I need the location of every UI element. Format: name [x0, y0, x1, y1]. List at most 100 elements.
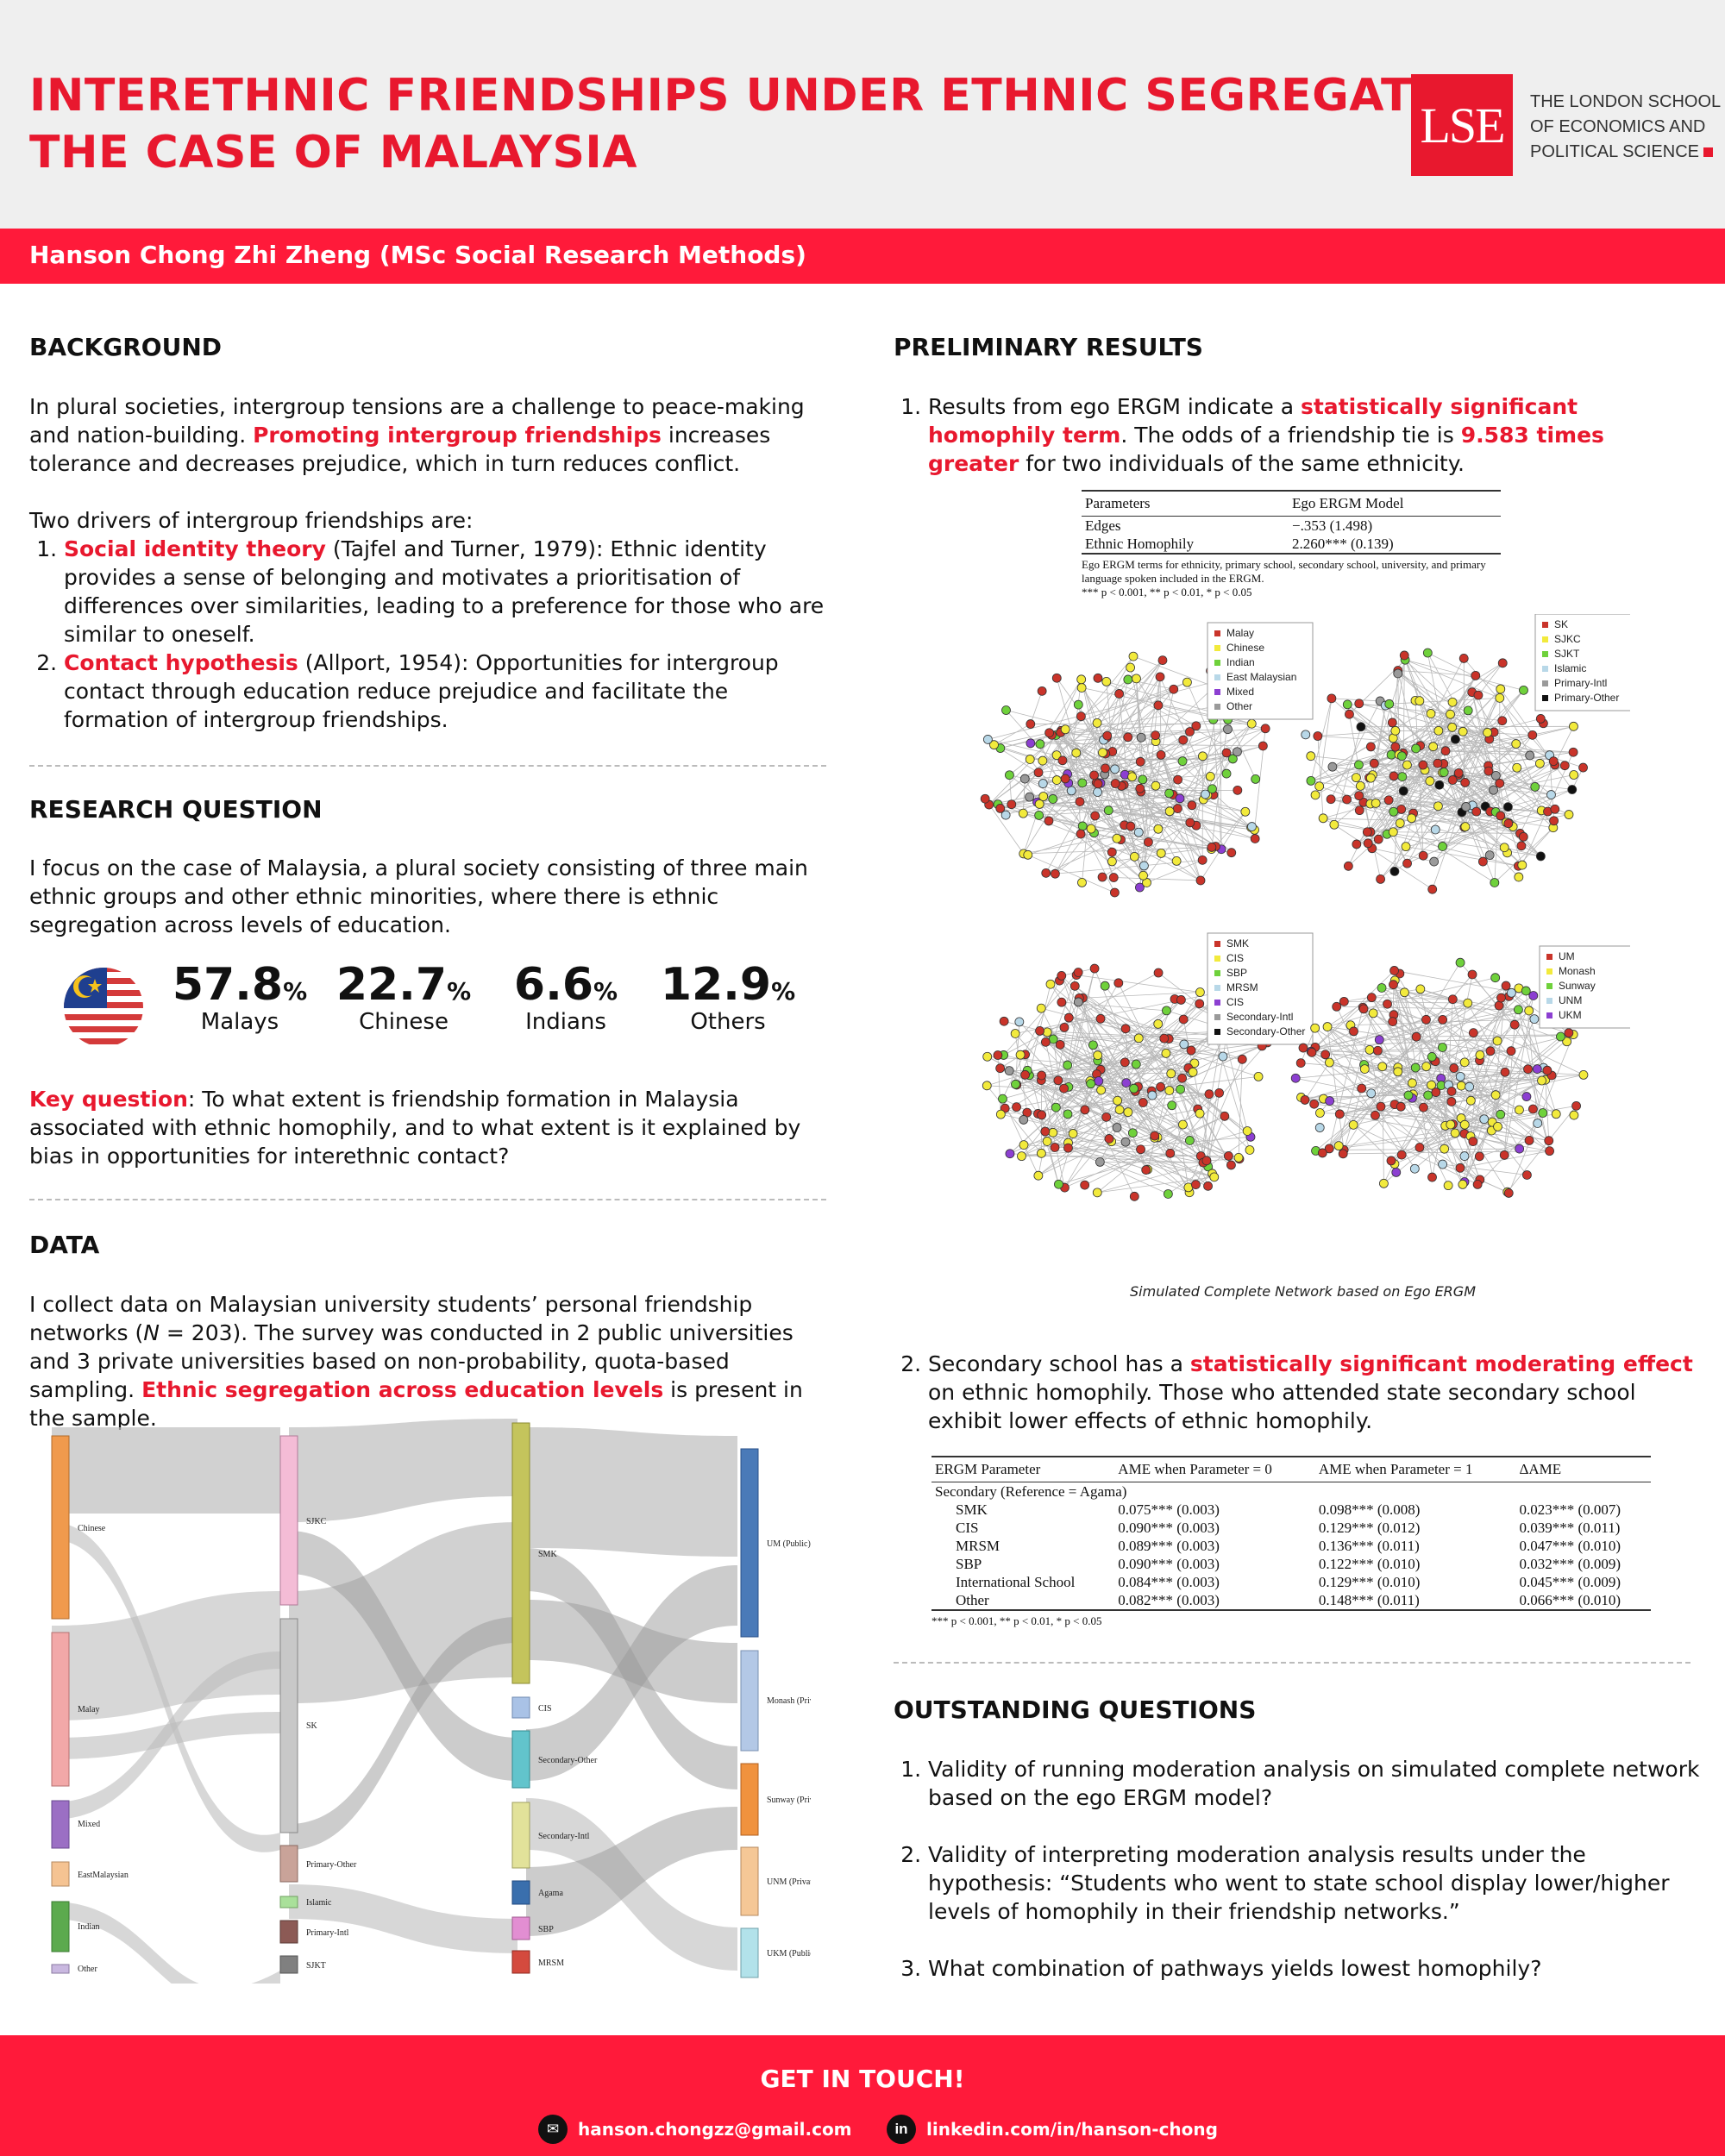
network-edge — [1327, 1026, 1456, 1134]
network-node — [1388, 1017, 1398, 1027]
network-edge — [1471, 692, 1554, 828]
network-node — [1080, 1180, 1090, 1190]
network-edge — [988, 680, 1222, 740]
network-plot-primary — [1301, 648, 1588, 894]
footer-heading: GET IN TOUCH! — [760, 2065, 965, 2093]
network-node — [1123, 674, 1133, 685]
network-node — [1177, 1073, 1188, 1083]
legend-label: Primary-Other — [1554, 692, 1619, 704]
stat-unit: % — [593, 977, 618, 1006]
network-node — [1093, 787, 1102, 797]
network-edge — [1142, 676, 1161, 780]
network-edge — [1135, 1075, 1259, 1092]
network-edge — [1076, 753, 1082, 835]
network-node — [1497, 716, 1508, 726]
network-node — [1063, 1143, 1073, 1153]
network-node — [1427, 1172, 1437, 1182]
network-node — [1191, 721, 1201, 731]
network-node — [1011, 1079, 1020, 1089]
logo-line-2: OF ECONOMICS AND — [1530, 117, 1706, 136]
network-edge — [1310, 754, 1400, 781]
network-edge — [1371, 746, 1404, 792]
network-edge — [1488, 765, 1535, 787]
result-highlight: statistically significant homophily term — [928, 394, 1578, 448]
network-edge — [1061, 975, 1100, 1081]
network-node — [1351, 773, 1361, 783]
network-edge — [1026, 1112, 1048, 1142]
network-node — [1426, 709, 1436, 718]
network-node — [1094, 1076, 1104, 1086]
network-node — [1458, 726, 1468, 736]
network-node — [1490, 771, 1501, 780]
network-node — [1040, 1126, 1051, 1137]
email-link[interactable]: ✉ hanson.chongzz@gmail.com — [538, 2115, 852, 2144]
flow — [52, 1902, 280, 1984]
network-edge — [1238, 1059, 1243, 1158]
network-edge — [1342, 990, 1527, 1155]
network-node — [1512, 762, 1522, 773]
network-node — [1546, 790, 1556, 799]
network-edge — [1151, 1035, 1221, 1092]
network-node — [1051, 750, 1062, 761]
network-node — [1550, 804, 1560, 814]
network-node — [1358, 1004, 1369, 1014]
network-node — [1171, 856, 1182, 866]
legend-label: Primary-Intl — [1554, 677, 1607, 689]
network-edge — [1343, 962, 1461, 1150]
network-edge — [1060, 730, 1114, 878]
key-question-text: : To what extent is friendship formation… — [29, 1087, 801, 1169]
question-item: Validity of running moderation analysis … — [928, 1755, 1700, 1812]
network-node — [1227, 754, 1238, 764]
flow — [526, 1427, 737, 1557]
network-node — [1185, 727, 1195, 736]
network-node — [1384, 699, 1395, 709]
network-node — [1223, 1151, 1233, 1161]
network-node — [1114, 689, 1124, 699]
network-edge — [1378, 762, 1540, 840]
network-edge — [1056, 729, 1228, 736]
network-node — [1188, 1067, 1198, 1077]
legend-swatch — [1542, 666, 1548, 672]
node-primary-intl — [279, 1920, 298, 1944]
network-edge — [1394, 980, 1413, 1083]
background-text-2: increases tolerance and decreases prejud… — [29, 423, 771, 476]
sankey-label: Mixed — [78, 1820, 100, 1829]
network-node — [1371, 1110, 1380, 1120]
network-node — [1515, 1105, 1524, 1115]
legend-swatch — [1214, 1029, 1220, 1035]
legend-label: Other — [1226, 700, 1252, 712]
key-question: Key question: To what extent is friendsh… — [29, 1085, 831, 1170]
legend-swatch — [1214, 1014, 1220, 1020]
network-edge — [1317, 736, 1574, 753]
network-node — [1511, 739, 1521, 749]
table-header: ERGM Parameter — [932, 1456, 1115, 1482]
network-node — [1524, 1135, 1534, 1145]
network-node — [1151, 730, 1161, 741]
network-node — [1364, 1045, 1375, 1055]
stat-label: Indians — [525, 1009, 606, 1035]
network-node — [1365, 742, 1376, 752]
network-node — [1439, 768, 1449, 777]
node-chinese — [51, 1435, 70, 1620]
network-edge — [1097, 1176, 1214, 1194]
network-node — [1414, 696, 1425, 706]
network-edge — [1003, 972, 1079, 1056]
flow — [289, 1419, 518, 1522]
network-node — [1383, 795, 1394, 805]
network-node — [1037, 686, 1047, 696]
network-node — [1414, 1143, 1425, 1152]
linkedin-link[interactable]: in linkedin.com/in/hanson-chong — [887, 2115, 1218, 2144]
node-sjkc — [279, 1435, 298, 1606]
table-significance-note: *** p < 0.001, ** p < 0.01, * p < 0.05 — [1082, 586, 1252, 599]
network-node — [1169, 684, 1179, 694]
network-node — [1026, 719, 1036, 729]
sankey-label: Secondary-Intl — [538, 1832, 590, 1841]
data-body: I collect data on Malaysian university s… — [29, 1290, 836, 1432]
network-edge — [1068, 1147, 1169, 1194]
network-node — [1209, 1172, 1220, 1182]
table-note: Ego ERGM terms for ethnicity, primary sc… — [1082, 558, 1486, 585]
network-edge — [1467, 1002, 1506, 1073]
network-edge — [1363, 738, 1456, 803]
network-edge — [1314, 1046, 1454, 1069]
network-edge — [1404, 659, 1490, 740]
